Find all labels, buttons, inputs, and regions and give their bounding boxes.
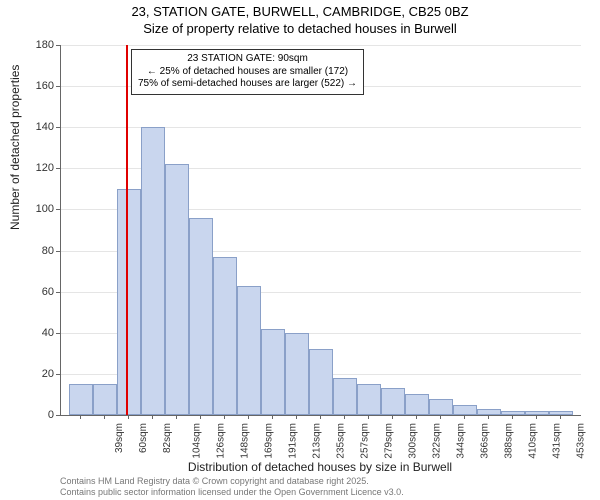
footer-line-2: Contains public sector information licen… — [60, 487, 404, 498]
bar — [69, 384, 93, 415]
x-tick-label: 366sqm — [480, 423, 491, 459]
x-tick-mark — [416, 415, 417, 419]
y-tick-label: 160 — [36, 80, 54, 92]
title-line-2: Size of property relative to detached ho… — [0, 21, 600, 38]
x-tick-label: 191sqm — [288, 423, 299, 459]
y-tick-label: 20 — [42, 368, 54, 380]
y-tick-label: 0 — [48, 409, 54, 421]
x-tick-label: 322sqm — [432, 423, 443, 459]
x-tick-label: 300sqm — [408, 423, 419, 459]
y-tick-label: 120 — [36, 162, 54, 174]
y-tick-mark — [56, 374, 60, 375]
x-tick-mark — [488, 415, 489, 419]
x-tick-label: 104sqm — [192, 423, 203, 459]
x-tick-label: 213sqm — [312, 423, 323, 459]
annotation-line: 23 STATION GATE: 90sqm — [138, 53, 357, 66]
histogram-chart: 23, STATION GATE, BURWELL, CAMBRIDGE, CB… — [0, 0, 600, 500]
chart-footer: Contains HM Land Registry data © Crown c… — [60, 476, 404, 498]
reference-line — [126, 45, 128, 415]
bar — [477, 409, 501, 415]
x-tick-label: 257sqm — [360, 423, 371, 459]
y-tick-mark — [56, 86, 60, 87]
bar — [141, 127, 165, 415]
bar — [357, 384, 381, 415]
y-tick-mark — [56, 251, 60, 252]
x-tick-label: 39sqm — [114, 423, 125, 453]
x-tick-mark — [248, 415, 249, 419]
bar — [189, 218, 213, 415]
y-tick-mark — [56, 209, 60, 210]
bar — [285, 333, 309, 415]
y-tick-mark — [56, 45, 60, 46]
bar — [453, 405, 477, 415]
y-tick-mark — [56, 168, 60, 169]
bar — [333, 378, 357, 415]
y-tick-label: 40 — [42, 327, 54, 339]
bar — [165, 164, 189, 415]
x-tick-label: 235sqm — [336, 423, 347, 459]
x-tick-label: 279sqm — [384, 423, 395, 459]
x-tick-mark — [224, 415, 225, 419]
bar — [525, 411, 549, 415]
x-tick-mark — [344, 415, 345, 419]
bar — [213, 257, 237, 415]
x-tick-label: 453sqm — [576, 423, 587, 459]
y-tick-label: 140 — [36, 121, 54, 133]
x-tick-mark — [80, 415, 81, 419]
x-tick-mark — [152, 415, 153, 419]
x-tick-label: 82sqm — [162, 423, 173, 453]
y-tick-mark — [56, 292, 60, 293]
x-axis-label: Distribution of detached houses by size … — [60, 460, 580, 474]
x-tick-mark — [320, 415, 321, 419]
y-tick-label: 100 — [36, 203, 54, 215]
x-tick-mark — [200, 415, 201, 419]
x-tick-mark — [464, 415, 465, 419]
y-tick-label: 180 — [36, 39, 54, 51]
bar — [549, 411, 573, 415]
bar — [93, 384, 117, 415]
y-tick-mark — [56, 333, 60, 334]
x-tick-label: 148sqm — [240, 423, 251, 459]
annotation-line: ← 25% of detached houses are smaller (17… — [138, 66, 357, 79]
plot-area: 23 STATION GATE: 90sqm← 25% of detached … — [60, 45, 581, 416]
x-tick-label: 431sqm — [552, 423, 563, 459]
footer-line-1: Contains HM Land Registry data © Crown c… — [60, 476, 404, 487]
y-tick-mark — [56, 415, 60, 416]
x-tick-mark — [368, 415, 369, 419]
x-tick-label: 126sqm — [216, 423, 227, 459]
bar — [261, 329, 285, 415]
x-tick-label: 344sqm — [456, 423, 467, 459]
x-tick-label: 388sqm — [504, 423, 515, 459]
bar — [405, 394, 429, 415]
bar — [429, 399, 453, 415]
x-tick-mark — [128, 415, 129, 419]
y-tick-mark — [56, 127, 60, 128]
x-tick-mark — [512, 415, 513, 419]
x-tick-label: 169sqm — [264, 423, 275, 459]
x-tick-label: 60sqm — [138, 423, 149, 453]
title-line-1: 23, STATION GATE, BURWELL, CAMBRIDGE, CB… — [0, 4, 600, 21]
x-tick-label: 410sqm — [528, 423, 539, 459]
x-tick-mark — [176, 415, 177, 419]
y-tick-label: 80 — [42, 245, 54, 257]
bar — [501, 411, 525, 415]
y-axis-ticks: 020406080100120140160180 — [0, 45, 58, 415]
annotation-box: 23 STATION GATE: 90sqm← 25% of detached … — [131, 49, 364, 95]
chart-title: 23, STATION GATE, BURWELL, CAMBRIDGE, CB… — [0, 4, 600, 38]
x-tick-mark — [560, 415, 561, 419]
bar — [309, 349, 333, 415]
bar — [381, 388, 405, 415]
annotation-line: 75% of semi-detached houses are larger (… — [138, 78, 357, 91]
y-tick-label: 60 — [42, 286, 54, 298]
bars-group — [61, 45, 581, 415]
x-tick-mark — [104, 415, 105, 419]
x-tick-mark — [392, 415, 393, 419]
x-tick-mark — [296, 415, 297, 419]
bar — [237, 286, 261, 416]
x-tick-mark — [272, 415, 273, 419]
bar — [117, 189, 141, 415]
x-tick-mark — [536, 415, 537, 419]
x-tick-mark — [440, 415, 441, 419]
